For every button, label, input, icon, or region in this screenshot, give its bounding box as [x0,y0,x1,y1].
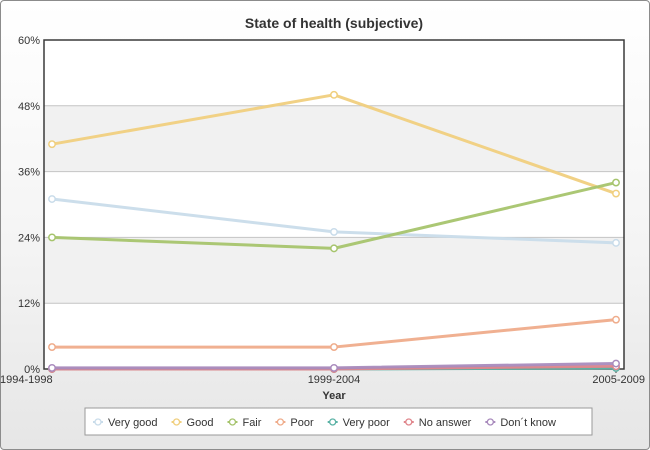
y-tick-label: 60% [18,35,40,47]
series-don-t-know [48,359,620,372]
legend-label: Very good [108,417,158,429]
x-axis-title: Year [322,390,346,402]
x-tick-label: 2005-2009 [592,374,645,386]
data-point[interactable] [48,195,56,203]
data-point[interactable] [48,140,56,149]
x-axis-ticks: 1994-1998 1999-2004 2005-2009 [0,369,645,386]
plot-area [44,40,624,369]
legend-swatch-marker [228,418,237,426]
data-point[interactable] [612,238,620,247]
legend-item-very-good[interactable]: Very good [93,417,158,429]
chart-title: State of health (subjective) [245,15,423,31]
data-point[interactable] [48,343,56,352]
data-point[interactable] [330,227,338,236]
x-tick-label: 1999-2004 [308,374,361,386]
plot-background [44,40,624,369]
legend-item-fair[interactable]: Fair [227,417,262,429]
legend-swatch-marker [405,418,413,426]
series-good [48,90,620,198]
series-lines [48,90,620,373]
legend-item-don-t-know[interactable]: Don´t know [485,417,556,429]
y-tick-label: 36% [18,167,40,179]
legend-label: Don´t know [500,417,556,429]
legend-swatch-marker [486,418,494,426]
legend-label: Good [187,417,214,429]
data-point[interactable] [48,233,56,242]
legend-item-no-answer[interactable]: No answer [403,417,472,429]
legend[interactable]: Very good Good Fair Poor Very poor No answer D… [84,407,593,436]
data-point[interactable] [330,343,338,352]
y-tick-label: 48% [18,101,40,113]
legend-box [84,407,593,436]
y-tick-label: 12% [18,298,40,310]
y-tick-label: 0% [24,364,40,376]
data-point[interactable] [330,90,338,99]
legend-label: Fair [242,417,261,429]
y-axis-ticks: 0% 12% 24% 36% 48% 60% [18,35,40,376]
data-point[interactable] [612,359,620,368]
plot-band [44,105,624,172]
data-point[interactable] [612,178,620,187]
legend-swatch-marker [276,418,285,426]
series-fair [48,178,620,253]
data-point[interactable] [612,315,620,324]
y-tick-label: 24% [18,232,40,244]
legend-item-poor[interactable]: Poor [275,417,314,429]
legend-label: No answer [419,417,472,429]
series-very-good [48,195,620,247]
legend-swatch-marker [172,418,181,426]
data-point[interactable] [330,244,338,253]
data-point[interactable] [48,363,56,372]
legend-label: Poor [290,417,314,429]
data-point[interactable] [612,189,620,198]
legend-label: Very poor [343,417,390,429]
legend-swatch-marker [94,418,102,426]
series-poor [48,315,620,352]
legend-item-good[interactable]: Good [171,417,214,429]
legend-item-very-poor[interactable]: Very poor [327,417,390,429]
x-tick-label: 1994-1998 [0,374,53,386]
data-point[interactable] [330,363,338,372]
legend-swatch-marker [329,418,337,426]
